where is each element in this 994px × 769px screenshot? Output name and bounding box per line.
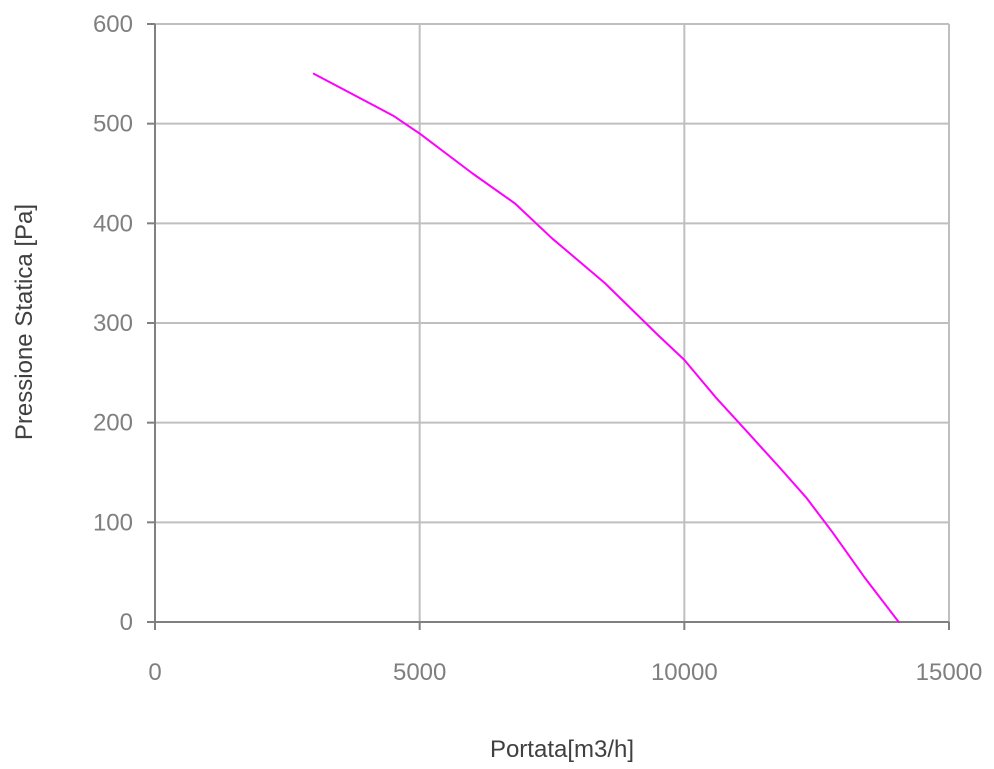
x-tick-label: 5000 xyxy=(393,659,446,686)
series-layer xyxy=(312,72,900,623)
y-tick-label: 400 xyxy=(93,210,133,237)
x-tick-label: 10000 xyxy=(651,659,718,686)
y-tick-label: 300 xyxy=(93,310,133,337)
x-tick-label: 0 xyxy=(148,659,161,686)
x-axis-title: Portata[m3/h] xyxy=(490,736,634,763)
y-tick-label: 600 xyxy=(93,11,133,38)
y-tick-label: 100 xyxy=(93,509,133,536)
ticks-layer: 0 100 200 300 400 500 600 0 5000 10000 15000 xyxy=(93,11,982,686)
y-axis-title: Pressione Statica [Pa] xyxy=(11,204,38,440)
y-tick-label: 0 xyxy=(120,609,133,636)
y-tick-label: 500 xyxy=(93,111,133,138)
grid-layer xyxy=(155,23,950,622)
series-line xyxy=(312,72,900,623)
x-tick-label: 15000 xyxy=(916,659,983,686)
y-tick-label: 200 xyxy=(93,410,133,437)
